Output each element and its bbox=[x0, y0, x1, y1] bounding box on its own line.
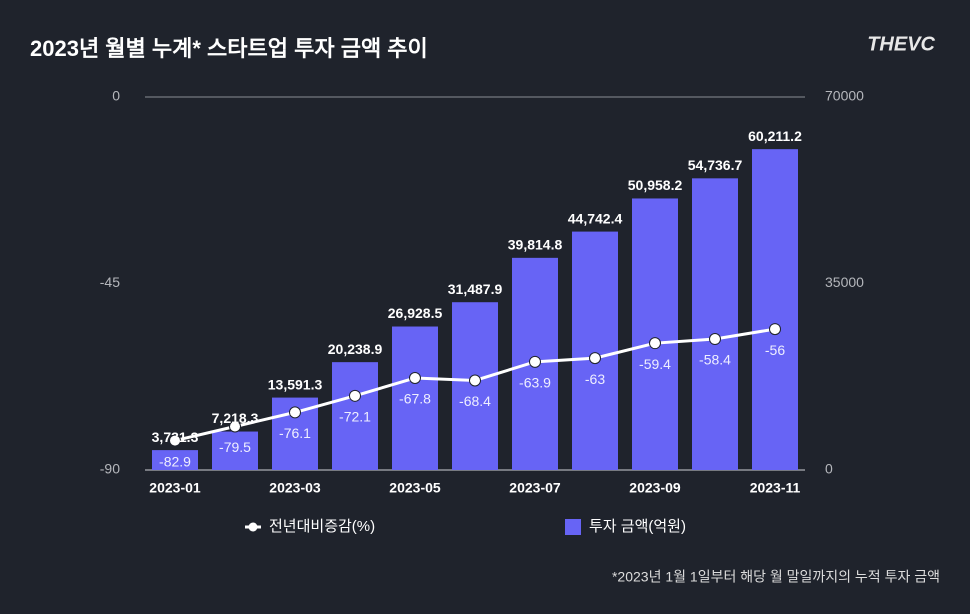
line-value-label: -68.4 bbox=[459, 393, 491, 409]
line-point bbox=[529, 355, 541, 368]
bar bbox=[332, 362, 378, 470]
line-value-label: -63.9 bbox=[519, 375, 551, 391]
line-value-label: -58.4 bbox=[699, 352, 731, 368]
y2-tick-label: 0 bbox=[825, 461, 833, 477]
legend-label: 투자 금액(억원) bbox=[589, 518, 686, 535]
line-point bbox=[289, 406, 301, 419]
y-tick-label: -90 bbox=[100, 461, 120, 477]
x-tick-label: 2023-11 bbox=[750, 480, 801, 496]
line-value-label: -59.4 bbox=[639, 356, 671, 372]
line-point bbox=[169, 434, 181, 447]
x-tick-label: 2023-09 bbox=[629, 480, 681, 496]
x-tick-label: 2023-07 bbox=[509, 480, 561, 496]
bar-value-label: 44,742.4 bbox=[568, 210, 623, 226]
line-point bbox=[709, 333, 721, 346]
line-value-label: -56 bbox=[765, 342, 785, 358]
bar bbox=[212, 431, 258, 470]
bar bbox=[752, 149, 798, 470]
x-tick-label: 2023-03 bbox=[269, 480, 321, 496]
bar bbox=[632, 198, 678, 471]
bar-value-label: 3,731.3 bbox=[152, 429, 199, 445]
y2-tick-label: 35000 bbox=[825, 274, 864, 290]
legend-label: 전년대비증감(%) bbox=[269, 518, 375, 535]
bar-value-label: 31,487.9 bbox=[448, 281, 503, 297]
line-point bbox=[229, 420, 241, 433]
bar bbox=[572, 231, 618, 470]
line-value-label: -76.1 bbox=[279, 425, 311, 441]
line-point bbox=[409, 371, 421, 384]
bar-value-label: 54,736.7 bbox=[688, 157, 743, 173]
line-point bbox=[349, 389, 361, 402]
footnote: *2023년 1월 1일부터 해당 월 말일까지의 누적 투자 금액 bbox=[612, 569, 940, 585]
bar bbox=[152, 450, 198, 470]
bar-value-label: 26,928.5 bbox=[388, 305, 443, 321]
bar-value-label: 39,814.8 bbox=[508, 237, 563, 253]
bar-value-label: 20,238.9 bbox=[328, 341, 383, 357]
legend-swatch bbox=[565, 519, 581, 535]
bar-value-label: 7,218.3 bbox=[212, 410, 259, 426]
y-tick-label: -45 bbox=[100, 274, 120, 290]
line-point bbox=[469, 374, 481, 387]
line-point bbox=[649, 337, 661, 350]
y2-tick-label: 70000 bbox=[825, 88, 864, 104]
line-value-label: -67.8 bbox=[399, 391, 431, 407]
x-tick-label: 2023-05 bbox=[389, 480, 441, 496]
line-point bbox=[589, 352, 601, 365]
line-value-label: -72.1 bbox=[339, 409, 371, 425]
bar bbox=[692, 178, 738, 470]
line-value-label: -79.5 bbox=[219, 439, 251, 455]
line-point bbox=[769, 323, 781, 336]
line-value-label: -63 bbox=[585, 371, 605, 387]
legend-point bbox=[248, 522, 258, 532]
y-tick-label: 0 bbox=[112, 88, 120, 104]
bar-value-label: 13,591.3 bbox=[268, 376, 323, 392]
bar-value-label: 60,211.2 bbox=[748, 128, 802, 144]
line-value-label: -82.9 bbox=[159, 453, 191, 469]
logo: THEVC bbox=[867, 33, 935, 55]
x-tick-label: 2023-01 bbox=[149, 480, 201, 496]
bar-value-label: 50,958.2 bbox=[628, 177, 683, 193]
chart-title: 2023년 월별 누계* 스타트업 투자 금액 추이 bbox=[30, 36, 428, 61]
bar bbox=[392, 326, 438, 470]
